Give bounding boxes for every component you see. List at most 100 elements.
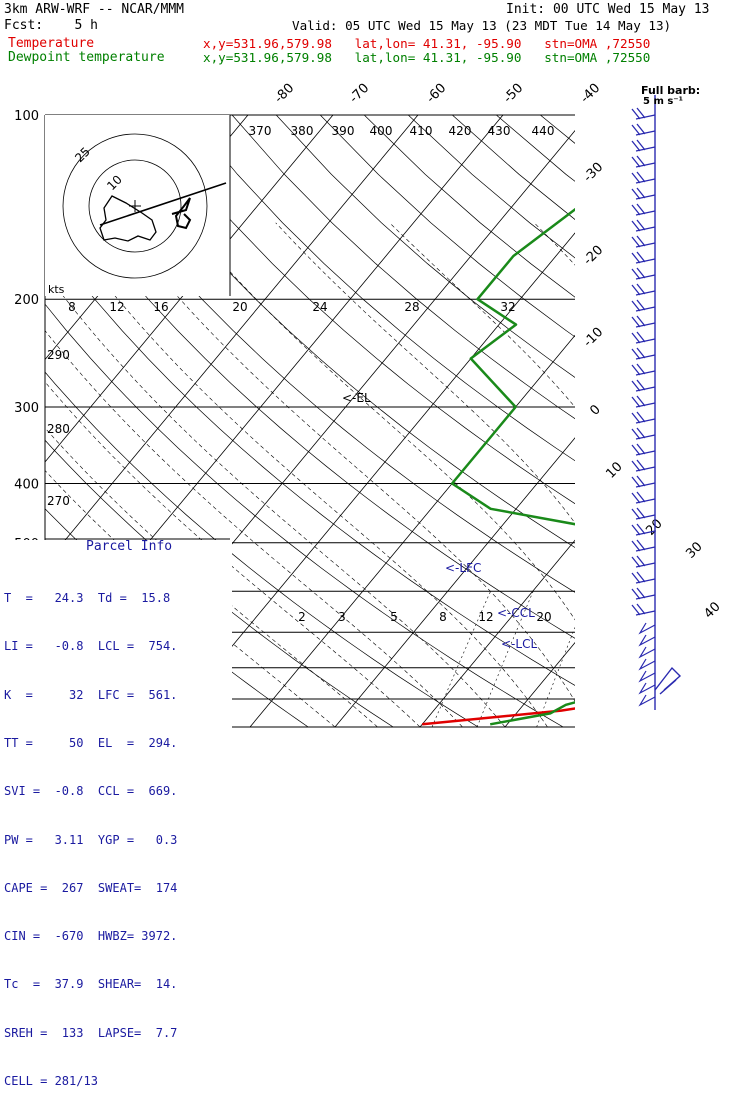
dry-adiabat-label: 270 (47, 494, 70, 508)
wind-barb (631, 155, 656, 168)
speed-tick-label: 16 (153, 300, 168, 314)
wind-barb (638, 670, 656, 683)
skew-temp-label: 10 (603, 459, 625, 481)
hodo-speed-unit: kts (48, 283, 65, 296)
mixing-ratio-label: 8 (439, 610, 447, 624)
sounding-traces (422, 207, 575, 726)
wind-barb (631, 123, 656, 136)
wind-barb (631, 395, 656, 408)
isotherm (249, 334, 575, 727)
isotherm (164, 232, 575, 727)
theta-label: 420 (449, 124, 472, 138)
dry-adiabat (628, 115, 740, 740)
hodo-ring-25 (62, 133, 208, 279)
dry-adiabat (716, 115, 740, 740)
parcel-row: TT = 50 EL = 294. (4, 736, 178, 751)
model-title: 3km ARW-WRF -- NCAR/MMM (4, 2, 185, 17)
dry-adiabat (99, 115, 575, 548)
theta-label: 400 (370, 124, 393, 138)
dry-adiabat (45, 166, 575, 639)
wind-barb (631, 491, 656, 504)
wind-barb (631, 475, 656, 488)
wind-barb (631, 443, 656, 456)
theta-label: 390 (332, 124, 355, 138)
dry-adiabat (143, 115, 575, 505)
moist-adiabat (533, 222, 575, 266)
dry-adiabat (452, 115, 575, 220)
annotation-el: <-EL (342, 391, 371, 405)
dry-adiabat (231, 115, 575, 420)
barb-legend-title: Full barb: (641, 84, 700, 97)
skew-temp-label: -70 (347, 81, 373, 107)
parcel-row: K = 32 LFC = 561. (4, 687, 178, 702)
speed-tick-label: 24 (312, 300, 327, 314)
wind-barb (631, 267, 656, 280)
skew-temp-label: -10 (581, 325, 607, 351)
parcel-row: SVI = -0.8 CCL = 669. (4, 784, 178, 799)
parcel-row: CELL = 281/13 (4, 1074, 98, 1088)
wind-barb (638, 622, 656, 635)
skew-temp-label: 30 (683, 539, 705, 561)
mixing-ratio-label: 20 (536, 610, 551, 624)
speed-tick-label: 8 (68, 300, 76, 314)
skew-temp-label: -20 (581, 243, 607, 269)
speed-tick-label: 12 (109, 300, 124, 314)
wind-barb (638, 682, 656, 695)
wind-barb (631, 315, 656, 328)
parcel-row: PW = 3.11 YGP = 0.3 (4, 832, 178, 847)
dry-adiabat (363, 115, 575, 298)
pressure-label: 100 (14, 109, 39, 124)
annotation-lcl: <-LCL (501, 637, 537, 651)
dry-adiabat (275, 115, 575, 378)
temperature-legend-label: Temperature (8, 36, 95, 51)
parcel-row: LI = -0.8 LCL = 754. (4, 639, 178, 654)
wind-barb (638, 694, 656, 707)
dewpoint-legend-label: Dewpoint temperature (8, 50, 165, 65)
wind-barb (638, 658, 656, 671)
wind-barb (631, 363, 656, 376)
moist-adiabat (690, 223, 740, 727)
mixing-ratio-label: 2 (298, 610, 306, 624)
dry-adiabat (584, 115, 740, 740)
annotation-ccl: <-CCL (497, 606, 535, 620)
speed-tick-label: 32 (500, 300, 515, 314)
pressure-label: 200 (14, 293, 39, 308)
wind-barb (631, 347, 656, 360)
moist-adiabat (45, 271, 506, 727)
wind-barb (631, 235, 656, 248)
init-time: Init: 00 UTC Wed 15 May 13 (506, 2, 710, 17)
wind-barb (631, 603, 656, 616)
isotherm (45, 115, 334, 463)
wind-barbs: Full barb:5 m s⁻¹ (631, 84, 700, 710)
valid-time: Valid: 05 UTC Wed 15 May 13 (23 MDT Tue … (292, 18, 672, 33)
pressure-label: 400 (14, 477, 39, 492)
isotherm (579, 115, 740, 740)
mixing-ratio-line (476, 591, 534, 727)
wind-barb (631, 107, 656, 120)
dry-adiabat (45, 303, 564, 727)
mixing-ratio-label: 5 (390, 610, 398, 624)
moist-adiabat (45, 470, 336, 727)
skew-temp-label: 40 (701, 599, 723, 621)
parcel-row: CAPE = 267 SWEAT= 174 (4, 880, 178, 895)
barb-legend-units: 5 m s⁻¹ (643, 96, 683, 107)
dry-adiabat (55, 115, 575, 593)
wind-barb (631, 523, 656, 536)
wind-barb (654, 666, 682, 695)
speed-tick-label: 28 (404, 300, 419, 314)
wind-barb (631, 283, 656, 296)
moist-adiabat (389, 222, 575, 408)
wind-barb (631, 203, 656, 216)
wind-barb (631, 507, 656, 520)
wind-barb (631, 171, 656, 184)
wind-barb (631, 251, 656, 264)
forecast-hour: Fcst: 5 h (4, 18, 98, 33)
theta-label: 440 (532, 124, 555, 138)
annotation-lfc: <-LFC (445, 561, 481, 575)
hodograph-storm-vector (99, 182, 227, 226)
mixing-ratio-label: 12 (478, 610, 493, 624)
moist-adiabat (45, 381, 421, 727)
skew-temp-label: -30 (581, 160, 607, 186)
wind-barb (631, 331, 656, 344)
